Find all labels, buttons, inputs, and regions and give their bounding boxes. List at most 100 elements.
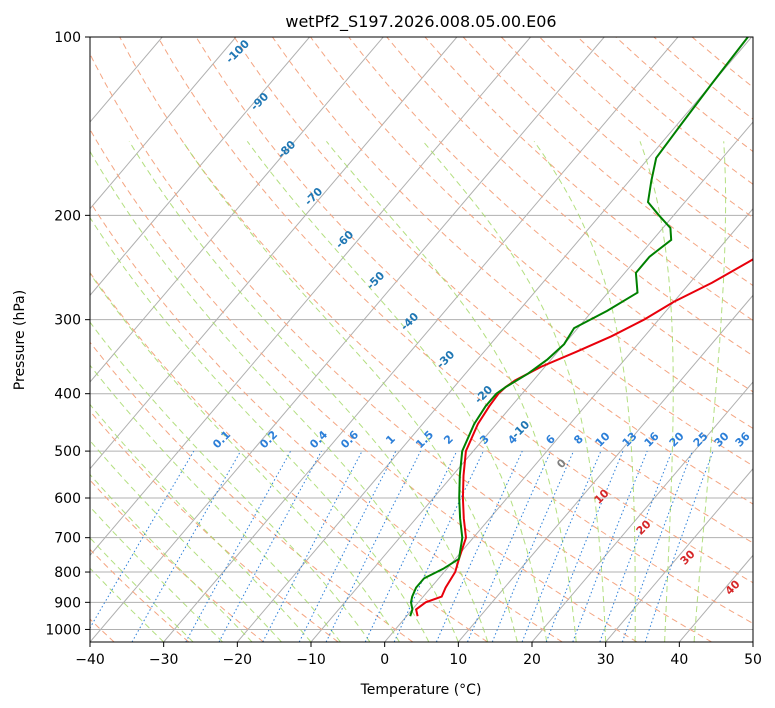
moist-adiabat-line [533, 141, 636, 642]
dry-adiabat-line [90, 201, 563, 642]
moist-adiabat-line [422, 140, 607, 642]
dry-adiabat-label: 10 [592, 486, 612, 506]
dewpoint-profile [409, 37, 749, 617]
mixing-ratio-line [572, 450, 648, 642]
plot-frame [89, 36, 754, 643]
dry-adiabat-label: -30 [434, 348, 457, 371]
dry-adiabat-line [310, 37, 753, 430]
isotherm-line [310, 121, 753, 642]
mixing-ratio-line [599, 450, 673, 642]
mixing-ratio-label: 0.2 [257, 428, 280, 451]
isotherm-line [90, 37, 237, 210]
moist-adiabat-line [90, 537, 194, 642]
x-tick-label: 40 [670, 652, 688, 668]
chart-title: wetPf2_S197.2026.008.05.00.E06 [285, 12, 556, 32]
x-axis-title: Temperature (°C) [360, 682, 482, 698]
dry-adiabat-label: 0 [554, 456, 569, 471]
mixing-ratio-line [435, 450, 523, 642]
mixing-ratio-line [185, 450, 292, 642]
dry-adiabat-line [119, 37, 753, 624]
mixing-ratio-line [467, 450, 552, 642]
dry-adiabat-line [90, 52, 712, 642]
mixing-ratio-label: 8 [571, 432, 586, 447]
dry-adiabat-line [348, 37, 753, 393]
mixing-ratio-label: 30 [712, 429, 732, 449]
isotherm-line [236, 37, 752, 642]
isotherm-line [531, 381, 753, 642]
y-axis-title: Pressure (hPa) [12, 290, 28, 390]
mixing-ratio-line [621, 450, 693, 642]
mixing-ratio-label: 16 [642, 429, 662, 449]
y-tick-label: 900 [54, 595, 81, 611]
dry-adiabat-label: -50 [364, 269, 387, 292]
isotherm-line [90, 37, 531, 557]
moist-adiabat-line [639, 141, 674, 642]
dry-adiabat-line [386, 37, 753, 357]
dry-adiabat-label: -60 [333, 228, 356, 251]
isotherm-line [90, 37, 310, 297]
moist-adiabat-line [128, 141, 489, 642]
dry-adiabat-line [233, 37, 753, 505]
mixing-ratio-label: 2 [441, 432, 456, 447]
mixing-ratio-line [218, 450, 322, 642]
dry-adiabat-line [90, 128, 638, 642]
mixing-ratio-line [131, 450, 242, 642]
y-tick-label: 300 [54, 313, 81, 329]
isotherm-line [163, 37, 679, 642]
isotherm-line [90, 37, 458, 470]
x-tick-label: 10 [449, 652, 467, 668]
dry-adiabat-label: -40 [398, 310, 421, 333]
dry-adiabat-label: 30 [678, 547, 698, 567]
mixing-ratio-label: 20 [667, 429, 687, 449]
isotherm-line [678, 554, 753, 642]
isotherm-line [752, 641, 753, 642]
dry-adiabat-line [157, 37, 753, 584]
y-tick-label: 100 [54, 30, 81, 46]
x-tick-label: −40 [75, 652, 105, 668]
moist-adiabat-line [90, 216, 430, 642]
mixing-ratio-line [491, 450, 574, 642]
mixing-ratio-line [325, 450, 422, 642]
x-tick-label: −10 [296, 652, 326, 668]
moist-adiabat-line [182, 141, 518, 642]
x-tick-label: 20 [523, 652, 541, 668]
dry-adiabat-line [90, 410, 339, 642]
dry-adiabat-line [615, 37, 753, 153]
dry-adiabat-line [90, 479, 264, 642]
dry-adiabat-line [539, 37, 753, 219]
moist-adiabat-line [90, 403, 312, 642]
isotherm-line [384, 207, 753, 642]
isotherm-line [605, 467, 753, 642]
dry-adiabat-line [271, 37, 753, 467]
dry-adiabat-line [691, 37, 753, 88]
mixing-ratio-label: 10 [593, 429, 613, 449]
moist-adiabat-line [90, 567, 165, 642]
isotherm-line [90, 37, 605, 642]
y-tick-label: 400 [54, 387, 81, 403]
dry-adiabat-label: -100 [223, 37, 252, 66]
moist-adiabat-line [693, 141, 727, 642]
moist-adiabat-line [90, 506, 223, 642]
mixing-ratio-label: 0.6 [338, 428, 361, 451]
mixing-ratio-line [262, 450, 363, 642]
x-tick-label: −30 [149, 652, 179, 668]
y-tick-label: 700 [54, 531, 81, 547]
mixing-ratio-line [298, 450, 397, 642]
moist-adiabat-line [90, 321, 371, 642]
mixing-ratio-label: 0.4 [307, 428, 330, 451]
moist-adiabat-line [90, 473, 253, 642]
mixing-ratio-label: 25 [691, 430, 711, 450]
dry-adiabat-label: -90 [248, 90, 271, 113]
mixing-ratio-label: 6 [543, 432, 558, 447]
y-tick-label: 1000 [45, 622, 81, 638]
dry-adiabat-label: -70 [302, 185, 325, 208]
x-tick-label: 30 [597, 652, 615, 668]
temperature-profile [414, 258, 753, 617]
dry-adiabat-line [90, 271, 488, 642]
dry-adiabat-line [462, 37, 753, 287]
moist-adiabat-line [246, 141, 548, 642]
dry-adiabat-line [90, 548, 190, 642]
isotherm-line [457, 294, 753, 642]
mixing-ratio-line [644, 450, 714, 642]
mixing-ratio-label: 0.1 [210, 428, 233, 451]
